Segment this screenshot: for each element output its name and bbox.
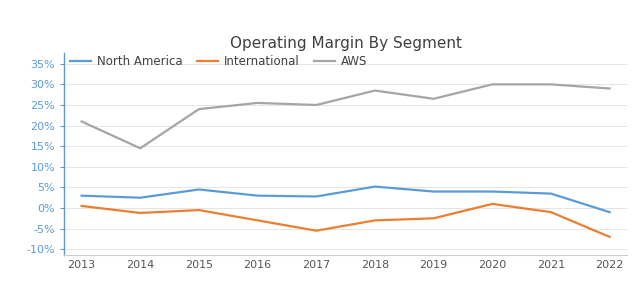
- AWS: [77, 120, 85, 123]
- International: [195, 208, 203, 212]
- International: [606, 235, 614, 239]
- International: [488, 202, 496, 206]
- North America: [312, 195, 320, 198]
- International: [253, 219, 261, 222]
- Line: International: International: [81, 204, 610, 237]
- North America: [136, 196, 144, 200]
- AWS: [195, 107, 203, 111]
- AWS: [547, 83, 555, 86]
- Line: AWS: AWS: [81, 84, 610, 148]
- International: [430, 217, 438, 220]
- North America: [430, 190, 438, 193]
- International: [136, 211, 144, 215]
- AWS: [430, 97, 438, 101]
- North America: [253, 194, 261, 198]
- International: [77, 204, 85, 208]
- AWS: [606, 87, 614, 90]
- Legend: North America, International, AWS: North America, International, AWS: [70, 55, 367, 68]
- AWS: [253, 101, 261, 105]
- North America: [547, 192, 555, 195]
- International: [547, 210, 555, 214]
- North America: [488, 190, 496, 193]
- AWS: [371, 89, 379, 92]
- International: [312, 229, 320, 233]
- AWS: [312, 103, 320, 107]
- North America: [606, 210, 614, 214]
- International: [371, 219, 379, 222]
- North America: [195, 188, 203, 191]
- AWS: [136, 146, 144, 150]
- North America: [77, 194, 85, 198]
- North America: [371, 185, 379, 188]
- Title: Operating Margin By Segment: Operating Margin By Segment: [230, 36, 461, 51]
- Line: North America: North America: [81, 187, 610, 212]
- AWS: [488, 83, 496, 86]
